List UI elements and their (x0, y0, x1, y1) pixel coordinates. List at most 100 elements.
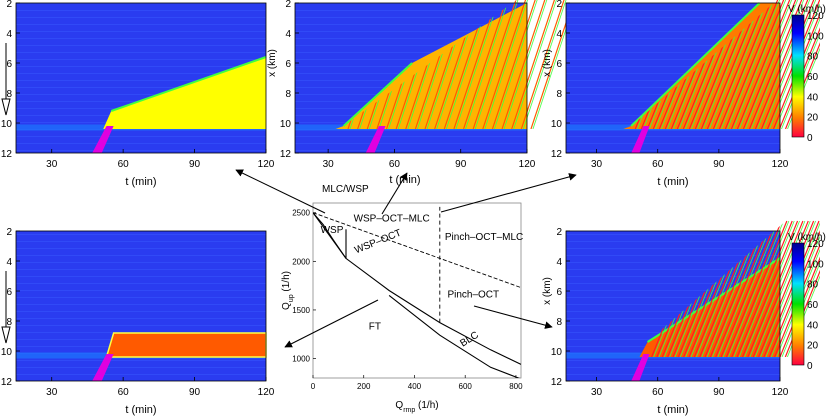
wave-stripe-edge (760, 220, 817, 357)
wave-stripe-edge (513, 0, 560, 129)
wave-stripe (482, 0, 529, 129)
queue-front-line (630, 2, 761, 127)
wave-stripe (715, 220, 772, 357)
colorbar-tick-label: 0 (807, 133, 813, 144)
panel-frame (15, 230, 267, 382)
colorbar-tick-label: 40 (807, 320, 819, 331)
wave-stripe (730, 0, 787, 129)
wave-stripe-edge (728, 220, 784, 357)
y-tick-label: 12 (280, 149, 292, 160)
colorbar-tick-label: 80 (807, 280, 819, 291)
wave-stripe (736, 220, 793, 357)
colorbar-tick-label: 60 (807, 72, 819, 83)
wave-stripe (501, 0, 548, 129)
queue-front-line (342, 62, 413, 127)
panel-top-left: 30 60 90 120 2 4 6 8 10 12 t (min) x (km) (1, 0, 278, 188)
x-tick-label: 60 (118, 159, 130, 170)
wave-stripe-edge (474, 0, 521, 129)
wave-stripe (758, 220, 815, 357)
y-tick-label: 12 (1, 377, 13, 388)
y-tick-label: 4 (556, 257, 562, 268)
colorbar-tick-label: 20 (807, 341, 819, 352)
x-tick-label: 0 (311, 382, 316, 391)
phase-annotation: WSP (321, 225, 344, 236)
wave-stripe-edge (722, 220, 779, 357)
y-axis-label: x (km) (542, 277, 553, 305)
ramp-onset (365, 126, 386, 153)
wave-stripe-edge (494, 0, 540, 129)
y-tick-label: 1500 (292, 306, 310, 315)
wave-stripe-edge (465, 0, 511, 129)
wave-stripe-edge (503, 0, 550, 129)
wave-stripe (778, 0, 820, 129)
congested-region (103, 57, 266, 129)
y-tick-label: 8 (285, 89, 291, 100)
wave-stripe-edge (484, 0, 531, 129)
y-tick-label: 8 (6, 317, 12, 328)
direction-arrow-head-icon (1, 98, 11, 116)
wave-stripe-edge (744, 220, 800, 357)
wave-stripe (720, 220, 777, 357)
x-tick-label: 90 (455, 159, 467, 170)
x-axis-label: t (min) (125, 404, 156, 416)
wave-stripe-edge (717, 220, 774, 357)
x-tick-label: 30 (591, 159, 603, 170)
y-tick-label: 2 (556, 0, 562, 10)
connector-arrow (440, 173, 577, 213)
ramp-onset (92, 126, 114, 153)
x-axis-label: t (min) (125, 176, 156, 188)
phase-annotation: WSP–OCT–MLC (354, 213, 430, 224)
colorbar (791, 242, 805, 366)
x-tick-label: 60 (652, 159, 664, 170)
x-tick-label: 120 (258, 159, 275, 170)
wave-stripe (736, 0, 793, 129)
panel-frame (565, 2, 781, 154)
phase-frame (312, 202, 522, 379)
wave-stripe-edge (738, 220, 795, 357)
x-tick-label: 30 (46, 159, 58, 170)
wave-stripe (718, 0, 775, 129)
y-tick-label: 6 (6, 59, 12, 70)
y-axis-label: x (km) (542, 49, 553, 77)
y-tick-label: 12 (551, 377, 563, 388)
ramp-onset (631, 126, 650, 153)
wave-stripe-edge (781, 0, 820, 129)
y-tick-label: 8 (6, 89, 12, 100)
connector-arrow (235, 169, 326, 214)
y-axis-label: x (km) (267, 49, 278, 77)
phase-annotation: Pinch–OCT–MLC (445, 232, 523, 243)
wave-stripe-edge (532, 0, 567, 129)
x-tick-label: 200 (357, 382, 371, 391)
y-tick-label: 2 (285, 0, 291, 10)
y-tick-label: 4 (6, 257, 12, 268)
phase-annotation: FT (369, 321, 381, 332)
phase-annotation: MLC/WSP (322, 184, 369, 195)
colorbar-tick-label: 80 (807, 52, 819, 63)
x-axis-label: Qrmp (1/h) (395, 400, 438, 414)
y-tick-label: 6 (556, 287, 562, 298)
y-tick-label: 6 (285, 59, 291, 70)
x-tick-label: 120 (772, 387, 789, 398)
congested-region (105, 332, 267, 358)
x-tick-label: 90 (713, 159, 725, 170)
colorbar-label: V (km/h) (788, 4, 826, 15)
panel-frame (15, 2, 267, 154)
wave-stripe-edge (727, 0, 783, 129)
y-tick-label: 4 (556, 29, 562, 40)
wave-stripe (472, 0, 519, 129)
wave-stripe (742, 0, 800, 129)
wave-stripe-edge (781, 220, 820, 357)
colorbar-tick-label: 60 (807, 300, 819, 311)
wave-stripe (462, 0, 510, 129)
phase-diagram: 0 200 400 600 800 1000 1500 2000 2500 Qrmp (1/h) Q… (281, 184, 523, 414)
x-tick-label: 120 (258, 387, 275, 398)
wave-stripe (725, 220, 783, 357)
y-tick-label: 10 (551, 119, 563, 130)
x-tick-label: 120 (519, 159, 536, 170)
x-tick-label: 90 (189, 387, 201, 398)
wave-stripe-edge (745, 0, 801, 129)
x-tick-label: 30 (46, 387, 58, 398)
wave-stripe-edge (522, 0, 567, 129)
wave-stripe (491, 0, 539, 129)
